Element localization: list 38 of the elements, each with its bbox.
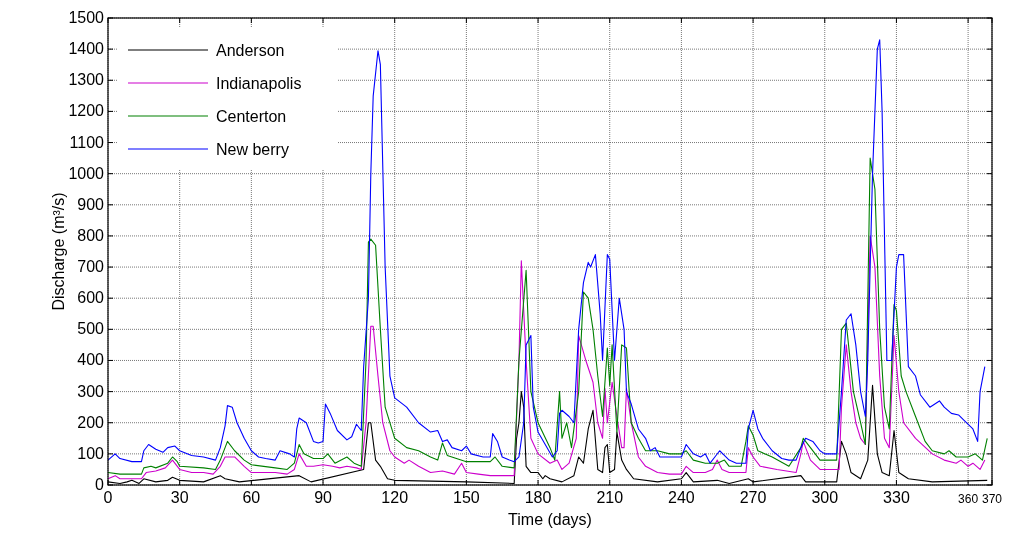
line-series <box>107 39 986 464</box>
legend-label: Centerton <box>216 108 287 125</box>
x-tick-label: 120 <box>381 489 409 506</box>
y-tick-label: 1500 <box>68 9 105 26</box>
legend-label: New berry <box>216 141 289 158</box>
y-tick-label: 1400 <box>68 40 105 58</box>
x-axis-title: Time (days) <box>508 511 592 528</box>
x-tick-label: 90 <box>314 489 333 506</box>
x-tick-label: 210 <box>596 489 624 506</box>
x-tick-label: 360 <box>958 492 979 506</box>
y-tick-label: 700 <box>77 258 105 276</box>
x-tick-label: 370 <box>981 492 1003 506</box>
y-tick-label: 800 <box>77 226 105 244</box>
x-tick-label: 330 <box>883 489 910 506</box>
line-series <box>107 157 988 475</box>
line-series <box>107 235 986 480</box>
x-tick-label: 240 <box>668 489 695 506</box>
y-tick-label: 0 <box>95 476 105 493</box>
y-tick-label: 1200 <box>68 102 105 120</box>
y-tick-label: 300 <box>77 382 105 400</box>
legend-label: Anderson <box>216 42 285 59</box>
y-tick-label: 500 <box>77 320 105 338</box>
y-tick-label: 100 <box>77 444 105 462</box>
y-axis-title: Discharge (m³/s) <box>50 192 67 311</box>
x-tick-label: 30 <box>170 489 189 506</box>
y-tick-label: 200 <box>77 413 105 431</box>
x-tick-label: 150 <box>453 489 480 506</box>
y-tick-label: 600 <box>77 289 105 307</box>
y-tick-label: 1000 <box>68 164 105 182</box>
x-tick-label: 180 <box>524 489 552 506</box>
x-tick-label: 60 <box>242 489 261 506</box>
y-tick-label: 400 <box>77 351 105 369</box>
legend-label: Indianapolis <box>216 75 302 92</box>
x-tick-label: 270 <box>739 489 767 506</box>
y-tick-label: 900 <box>77 195 105 213</box>
y-tick-label: 1300 <box>68 71 105 89</box>
x-tick-label: 300 <box>811 489 839 506</box>
y-tick-label: 1100 <box>69 133 105 151</box>
